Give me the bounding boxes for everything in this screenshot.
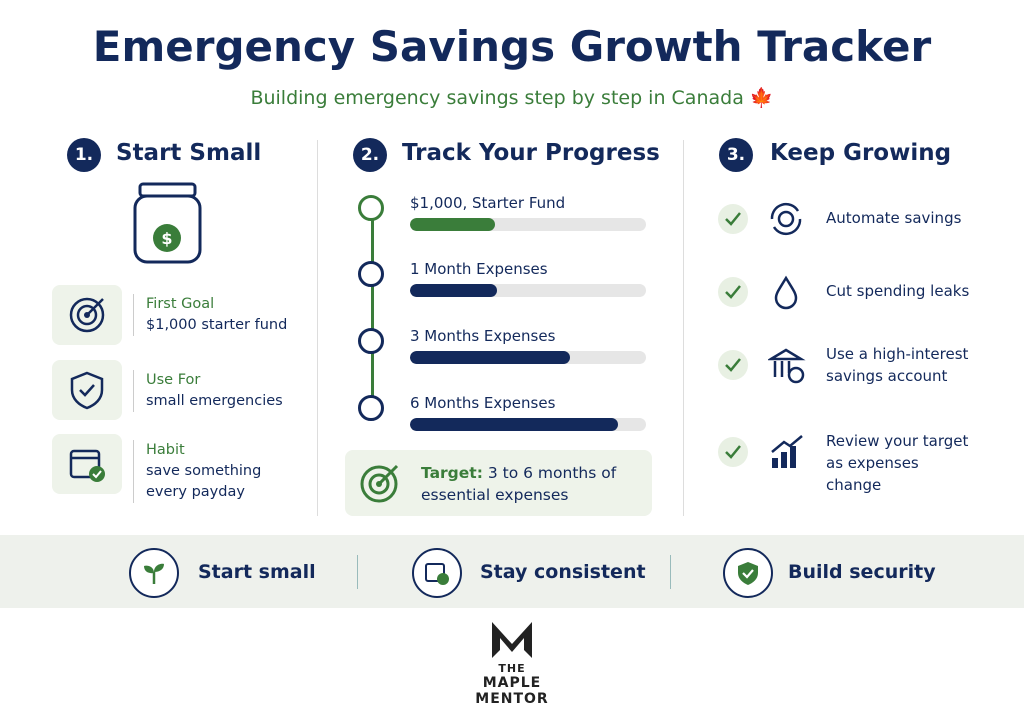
- timeline-node: [358, 328, 384, 354]
- tip-icon: [774, 275, 798, 310]
- progress-fill: [410, 218, 495, 231]
- step-number: 1.: [67, 138, 101, 172]
- check: [718, 204, 748, 234]
- icon-box: [52, 434, 122, 494]
- timeline-node: [358, 195, 384, 221]
- timeline-node: [358, 395, 384, 421]
- logo-text: MAPLE: [482, 675, 542, 691]
- tip-text: Review your target as expenses change: [826, 432, 969, 494]
- tip-icon: [771, 435, 803, 468]
- tip-text: Use a high-interest savings account: [826, 345, 969, 385]
- footer-icon: [129, 548, 179, 598]
- subtitle: Building emergency savings step by step …: [250, 87, 774, 109]
- step-number: 2.: [353, 138, 387, 172]
- column-title: Keep Growing: [770, 140, 952, 166]
- tip-text: Automate savings: [826, 209, 962, 227]
- footer-text: Build security: [788, 561, 936, 583]
- logo-mark: [492, 622, 532, 658]
- progress-track: [410, 351, 646, 364]
- step-number: 3.: [719, 138, 753, 172]
- tip-text: Cut spending leaks: [826, 282, 970, 300]
- divider: [683, 140, 684, 516]
- target-box: Target: 3 to 6 months of essential expen…: [345, 450, 652, 516]
- goal-item: Use For small emergencies: [133, 370, 283, 412]
- progress-track: [410, 284, 646, 297]
- progress-fill: [410, 284, 498, 297]
- column-title: Track Your Progress: [402, 140, 660, 166]
- progress-track: [410, 218, 646, 231]
- timeline-node: [358, 261, 384, 287]
- timeline: [371, 209, 374, 407]
- step-label: 1 Month Expenses: [410, 260, 548, 278]
- check: [718, 277, 748, 307]
- target-text: 3 to 6 months of essential expenses: [421, 464, 617, 504]
- step-label: 6 Months Expenses: [410, 394, 556, 412]
- footer-text: Start small: [198, 561, 316, 583]
- progress-fill: [410, 351, 571, 364]
- title: Emergency Savings Growth Tracker: [92, 22, 932, 71]
- progress-fill: [410, 418, 618, 431]
- logo-text: MENTOR: [475, 691, 549, 707]
- footer-text: Stay consistent: [480, 561, 646, 583]
- divider: [357, 555, 358, 589]
- logo-text: THE: [498, 662, 526, 675]
- footer-icon: [412, 548, 462, 598]
- divider: [670, 555, 671, 589]
- check: [718, 350, 748, 380]
- footer-icon: [723, 548, 773, 598]
- jar-icon: $: [133, 182, 202, 264]
- icon-box: [52, 360, 122, 420]
- goal-item: Habit save something every payday: [133, 440, 276, 503]
- tip-icon: [770, 202, 802, 236]
- column-title: Start Small: [116, 140, 262, 166]
- tip-icon: [768, 348, 806, 384]
- svg-text:$: $: [161, 229, 172, 248]
- step-label: 3 Months Expenses: [410, 327, 556, 345]
- progress-track: [410, 418, 646, 431]
- check: [718, 437, 748, 467]
- goal-item: First Goal $1,000 starter fund: [133, 294, 287, 336]
- divider: [317, 140, 318, 516]
- icon-box: [52, 285, 122, 345]
- step-label: $1,000, Starter Fund: [410, 194, 566, 212]
- target-label: Target:: [421, 464, 483, 482]
